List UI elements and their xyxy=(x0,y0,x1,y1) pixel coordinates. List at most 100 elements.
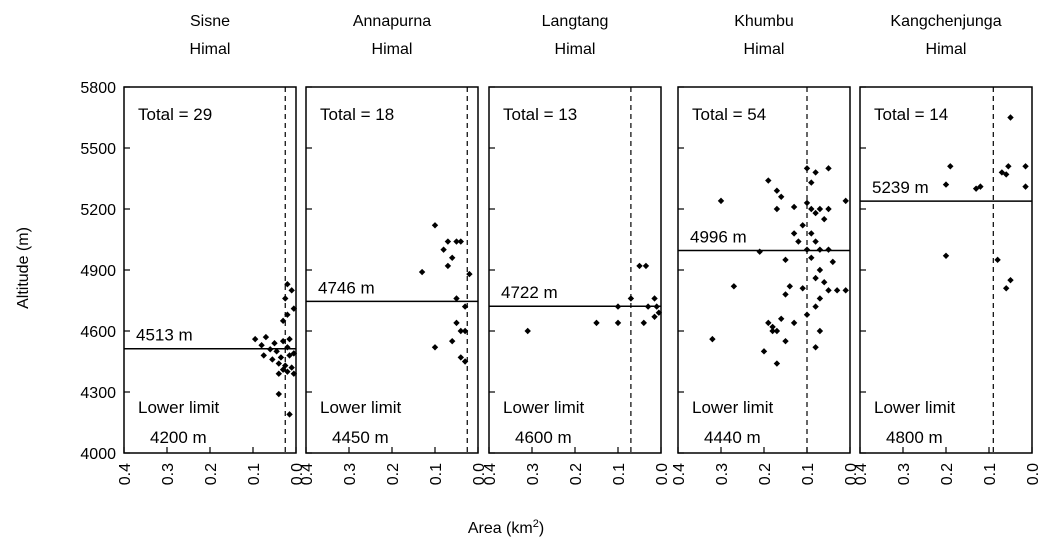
data-point xyxy=(431,222,439,229)
lower-limit-label: Lower limit xyxy=(138,398,220,417)
y-axis-tick-labels: 5800 5500 5200 4900 4600 4300 4000 xyxy=(80,80,116,463)
data-point xyxy=(461,358,469,365)
data-point xyxy=(778,193,785,200)
data-point xyxy=(277,354,285,361)
data-point xyxy=(524,327,531,335)
data-point xyxy=(444,262,452,270)
x-tick-label: 0.1 xyxy=(246,463,263,485)
data-point xyxy=(284,281,291,288)
data-point xyxy=(286,352,293,359)
data-point xyxy=(267,346,274,353)
data-point xyxy=(778,315,785,322)
lower-limit-label: Lower limit xyxy=(692,398,774,417)
data-point xyxy=(829,258,836,266)
data-point xyxy=(262,333,270,341)
data-point xyxy=(284,311,291,318)
panels-group: 0.4 0.3 0.2 0.1 0.0 Sisne Himal Total = 29 4513 … xyxy=(117,13,1042,485)
data-point xyxy=(466,270,473,278)
data-point xyxy=(942,181,950,188)
panel-title-line2: Himal xyxy=(372,41,413,58)
data-point xyxy=(947,163,954,170)
data-point xyxy=(812,274,819,282)
data-point xyxy=(260,352,267,359)
x-tick-label: 0.0 xyxy=(1025,463,1042,485)
data-point xyxy=(1022,163,1029,170)
y-tick-label: 5500 xyxy=(80,141,116,158)
data-point xyxy=(275,370,282,377)
data-point xyxy=(808,205,815,213)
data-point xyxy=(640,319,647,327)
data-point xyxy=(461,327,469,335)
data-point xyxy=(1005,163,1012,170)
data-point xyxy=(453,238,460,245)
data-point xyxy=(593,319,600,327)
data-point xyxy=(994,256,1001,264)
data-point xyxy=(709,335,716,343)
data-point xyxy=(284,368,291,375)
data-point xyxy=(258,342,265,349)
x-axis-label-main: Area (km xyxy=(468,520,533,537)
data-point xyxy=(808,254,815,261)
data-point xyxy=(808,179,815,186)
data-point xyxy=(286,335,293,343)
x-tick-label: 0.3 xyxy=(714,463,731,485)
data-point xyxy=(444,238,452,245)
x-tick-label: 0.4 xyxy=(853,463,870,485)
y-axis-label: Altitude (m) xyxy=(15,227,32,309)
data-point xyxy=(440,246,447,253)
panel-title-line2: Himal xyxy=(926,41,967,58)
data-point xyxy=(453,295,460,302)
data-point xyxy=(279,317,287,325)
mean-altitude-label: 5239 m xyxy=(872,178,929,197)
x-tick-label: 0.1 xyxy=(428,463,445,485)
total-count-label: Total = 54 xyxy=(692,105,766,124)
x-tick-label: 0.3 xyxy=(160,463,177,485)
data-point xyxy=(651,313,658,320)
panel-title-line1: Sisne xyxy=(190,13,230,30)
lower-limit-label: Lower limit xyxy=(503,398,585,417)
x-tick-label: 0.1 xyxy=(982,463,999,485)
data-point xyxy=(653,303,660,310)
data-point xyxy=(803,246,811,253)
y-tick-label: 5200 xyxy=(80,202,116,219)
data-point xyxy=(833,287,841,294)
data-point xyxy=(284,344,291,351)
data-point xyxy=(842,287,849,294)
panel-title-line2: Himal xyxy=(190,41,231,58)
x-tick-label: 0.0 xyxy=(654,463,671,485)
data-point xyxy=(651,295,658,302)
data-point xyxy=(457,354,464,361)
data-point xyxy=(282,295,289,302)
data-point xyxy=(782,337,789,345)
data-point xyxy=(449,337,456,345)
data-point xyxy=(765,177,772,184)
data-point xyxy=(290,370,298,377)
data-point xyxy=(942,252,950,259)
data-point xyxy=(825,205,832,213)
data-point xyxy=(655,309,663,316)
panel-annapurna: 0.4 0.3 0.2 0.1 0.0 Annapurna Himal Total = 18 4… xyxy=(299,13,488,485)
data-point xyxy=(816,246,824,253)
data-point xyxy=(431,344,439,351)
data-point xyxy=(786,283,793,290)
data-point xyxy=(636,262,643,270)
data-point xyxy=(627,295,635,302)
data-point xyxy=(288,287,295,294)
data-point xyxy=(790,203,798,211)
panel-title-line1: Annapurna xyxy=(353,13,431,30)
data-point xyxy=(782,291,789,298)
x-axis-label-close: ) xyxy=(539,520,544,537)
x-tick-label: 0.1 xyxy=(611,463,628,485)
data-point xyxy=(279,337,287,345)
total-count-label: Total = 14 xyxy=(874,105,948,124)
lower-limit-value: 4600 m xyxy=(515,428,572,447)
data-point xyxy=(812,169,819,176)
x-tick-label: 0.4 xyxy=(482,463,499,485)
total-count-label: Total = 13 xyxy=(503,105,577,124)
data-point xyxy=(286,411,293,418)
data-point xyxy=(288,364,295,371)
data-point xyxy=(765,319,772,327)
mean-altitude-label: 4746 m xyxy=(318,278,375,297)
y-tick-label: 5800 xyxy=(80,80,116,97)
